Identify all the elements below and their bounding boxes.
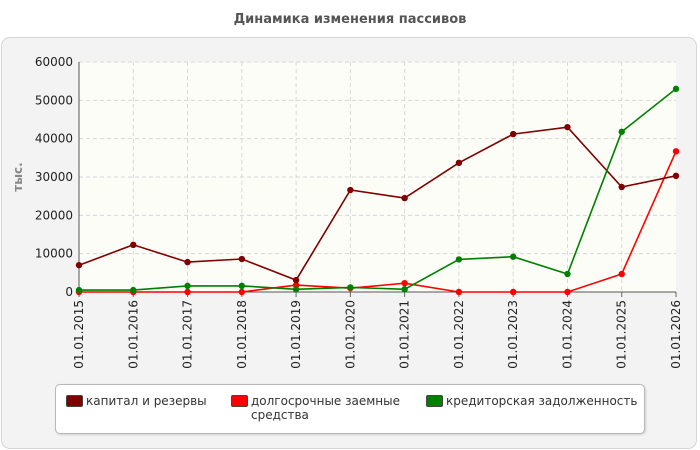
data-point-2 <box>618 128 625 135</box>
series-line-1 <box>79 150 677 293</box>
data-point-0 <box>292 276 300 284</box>
data-point-2 <box>455 256 463 263</box>
x-tick-label: 01.01.2020 <box>343 300 357 369</box>
data-point-0 <box>347 186 354 194</box>
data-point-1 <box>401 279 408 287</box>
y-axis-label: тыс. <box>11 162 25 191</box>
data-point-2 <box>130 286 137 294</box>
legend-swatch-capital <box>66 395 83 407</box>
y-tick-label: 60000 <box>35 55 73 69</box>
y-tick-label: 40000 <box>35 132 73 146</box>
data-point-0 <box>564 123 571 131</box>
data-point-0 <box>130 241 137 249</box>
data-point-2 <box>292 286 300 293</box>
legend: капитал и резервы долгосрочные заемные с… <box>55 384 645 434</box>
data-point-2 <box>401 286 408 293</box>
data-point-1 <box>672 148 680 155</box>
x-tick-label: 01.01.2023 <box>506 300 520 369</box>
x-tick-label: 01.01.2018 <box>235 300 249 369</box>
data-point-1 <box>509 288 517 296</box>
legend-swatch-payables <box>426 395 443 407</box>
x-tick-label: 01.01.2022 <box>452 300 466 369</box>
y-tick-label: 0 <box>65 285 73 299</box>
data-point-2 <box>672 85 680 93</box>
data-point-0 <box>75 261 83 269</box>
y-tick-label: 20000 <box>35 208 73 222</box>
series-line-2 <box>79 88 677 291</box>
data-point-0 <box>672 172 680 180</box>
legend-swatch-longterm-loans <box>231 395 248 407</box>
data-point-2 <box>564 270 571 278</box>
x-tick-label: 01.01.2026 <box>669 300 683 369</box>
data-point-0 <box>455 159 463 167</box>
data-point-0 <box>618 183 625 191</box>
data-point-2 <box>184 282 191 290</box>
x-tick-label: 01.01.2025 <box>615 300 629 369</box>
data-point-2 <box>238 282 246 290</box>
data-point-0 <box>184 258 191 266</box>
data-point-1 <box>184 288 191 296</box>
data-point-2 <box>509 253 517 260</box>
chart-title: Динамика изменения пассивов <box>233 12 467 27</box>
legend-label-payables: кредиторская задолженность <box>446 394 638 408</box>
data-point-1 <box>238 288 246 296</box>
data-point-2 <box>347 284 354 291</box>
data-point-1 <box>455 288 463 296</box>
y-tick-label: 30000 <box>35 170 73 184</box>
x-tick-label: 01.01.2021 <box>398 300 412 369</box>
legend-label-capital: капитал и резервы <box>86 394 207 408</box>
series-line-0 <box>78 126 677 282</box>
x-tick-label: 01.01.2019 <box>289 300 303 369</box>
x-tick-label: 01.01.2016 <box>126 300 140 369</box>
x-tick-label: 01.01.2017 <box>181 300 195 369</box>
data-point-0 <box>509 130 517 138</box>
x-tick-label: 01.01.2024 <box>560 300 574 369</box>
legend-label-longterm-loans: долгосрочные заемные средства <box>251 394 400 422</box>
data-point-0 <box>401 194 408 202</box>
y-tick-label: 50000 <box>35 93 73 107</box>
x-tick-label: 01.01.2015 <box>72 300 86 369</box>
data-point-2 <box>75 286 83 294</box>
data-point-0 <box>238 255 246 263</box>
y-tick-label: 10000 <box>35 247 73 261</box>
data-point-1 <box>618 270 625 278</box>
data-point-1 <box>564 288 571 296</box>
